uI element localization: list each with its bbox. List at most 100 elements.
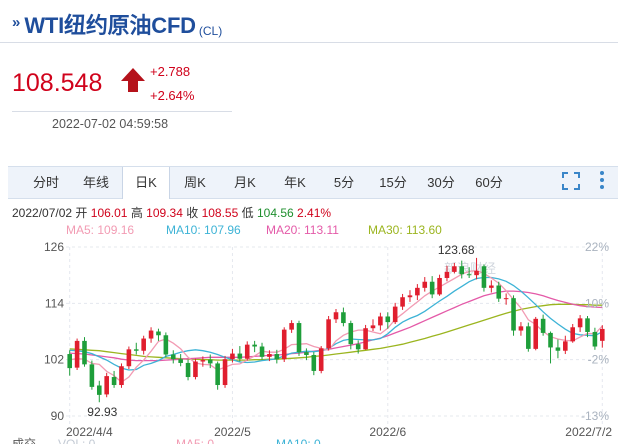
candle bbox=[259, 342, 265, 360]
candle-body bbox=[577, 318, 583, 328]
candle-body bbox=[570, 327, 576, 342]
ma20-line bbox=[69, 290, 603, 362]
candle bbox=[415, 284, 420, 301]
candle bbox=[67, 350, 72, 376]
y-tick-label: 114 bbox=[45, 296, 64, 310]
candle-body bbox=[540, 318, 546, 333]
min-price-annotation: 92.93 bbox=[87, 405, 117, 419]
kline-chart[interactable]: 新浪财经 126 22%114 10%102 -2%90 -13%2022/4/4 202… bbox=[0, 232, 618, 444]
tab-monthly-k[interactable]: 月K bbox=[234, 175, 256, 190]
candle-body bbox=[385, 316, 391, 323]
candle-body bbox=[230, 353, 235, 360]
candle bbox=[163, 332, 169, 357]
candle bbox=[422, 277, 428, 292]
candle bbox=[548, 331, 553, 364]
candle bbox=[222, 355, 228, 388]
candle bbox=[363, 324, 368, 350]
more-vertical-icon[interactable] bbox=[598, 170, 606, 190]
candle bbox=[170, 350, 176, 364]
candle bbox=[518, 322, 524, 336]
tab-intraday[interactable]: 分时 bbox=[32, 175, 59, 190]
candle bbox=[274, 349, 280, 364]
tab-daily-k[interactable]: 日K bbox=[122, 167, 170, 199]
fullscreen-icon[interactable] bbox=[562, 172, 580, 190]
candle bbox=[444, 265, 450, 282]
candle bbox=[533, 316, 539, 351]
quote-datetime: 2022-07-02 04:59:58 bbox=[52, 117, 169, 131]
candle-body bbox=[533, 318, 539, 349]
ma10-line bbox=[69, 276, 603, 371]
y-tick-label: 90 bbox=[51, 409, 65, 423]
candle-body bbox=[237, 353, 243, 359]
candle bbox=[244, 341, 250, 361]
ma10-legend: MA10: 107.96 bbox=[166, 223, 241, 237]
candle-body bbox=[126, 349, 132, 367]
candle-body bbox=[104, 376, 109, 395]
info-date: 2022/07/02 bbox=[12, 206, 73, 220]
tab-weekly-k[interactable]: 周K bbox=[184, 175, 206, 190]
high-label: 高 bbox=[130, 206, 143, 220]
candle bbox=[407, 290, 413, 302]
candle-body bbox=[193, 361, 198, 378]
tab-60min[interactable]: 60分 bbox=[475, 175, 503, 190]
candle bbox=[400, 293, 405, 310]
ma30-legend: MA30: 113.60 bbox=[368, 223, 442, 237]
candle-body bbox=[156, 331, 161, 336]
candle-body bbox=[74, 340, 80, 368]
candle bbox=[126, 346, 132, 370]
high-value: 109.34 bbox=[146, 206, 183, 220]
candle bbox=[355, 340, 361, 354]
candle-body bbox=[511, 298, 516, 331]
candle bbox=[141, 335, 146, 355]
candle bbox=[503, 293, 509, 305]
candle bbox=[481, 264, 487, 292]
y-tick-label: 126 bbox=[44, 240, 64, 254]
up-arrow-icon bbox=[121, 68, 145, 92]
candle bbox=[452, 262, 457, 274]
candle bbox=[585, 316, 590, 338]
volume-ma10-legend: MA10: 0 bbox=[276, 437, 321, 444]
candle-body bbox=[296, 323, 302, 353]
candle bbox=[540, 314, 546, 336]
tab-yearly-k[interactable]: 年K bbox=[284, 175, 306, 190]
page-title: WTI纽约原油CFD bbox=[24, 13, 196, 38]
title-row: » WTI纽约原油CFD (CL) bbox=[12, 6, 222, 40]
candle-body bbox=[274, 354, 280, 360]
candle-body bbox=[170, 354, 176, 360]
candle bbox=[289, 320, 294, 333]
candle bbox=[392, 302, 398, 324]
candle-body bbox=[459, 266, 465, 275]
candle bbox=[511, 295, 516, 336]
candle-body bbox=[311, 354, 317, 371]
candle-body bbox=[96, 385, 102, 395]
candle bbox=[200, 356, 206, 367]
candle-body bbox=[378, 316, 383, 326]
candle bbox=[82, 337, 87, 367]
candle bbox=[111, 370, 117, 388]
tab-30min[interactable]: 30分 bbox=[427, 175, 455, 190]
candle-body bbox=[341, 312, 346, 324]
tab-yearline[interactable]: 年线 bbox=[82, 175, 109, 190]
y-percent-tick-label: 10% bbox=[585, 296, 609, 310]
candle bbox=[281, 327, 287, 363]
candle bbox=[96, 380, 102, 403]
price-divider bbox=[12, 111, 232, 112]
change-percent-value: 2.41% bbox=[297, 206, 332, 220]
open-value: 106.01 bbox=[90, 206, 128, 220]
candle bbox=[333, 308, 339, 324]
period-tabbar: 分时 年线 日K 周K 月K 年K 5分 15分 30分 60分 bbox=[8, 166, 618, 199]
price-change-percent: +2.64% bbox=[150, 88, 195, 103]
candle-body bbox=[563, 341, 568, 351]
price-change: +2.788 bbox=[150, 64, 191, 79]
candle-body bbox=[518, 326, 524, 331]
candle-body bbox=[555, 347, 561, 351]
tab-15min[interactable]: 15分 bbox=[379, 175, 407, 190]
candle-body bbox=[67, 354, 72, 369]
double-chevron-icon: » bbox=[12, 14, 21, 31]
candle-body bbox=[259, 346, 265, 357]
candle-body bbox=[496, 285, 502, 299]
ma5-legend: MA5: 109.16 bbox=[66, 223, 135, 237]
tab-5min[interactable]: 5分 bbox=[333, 175, 355, 190]
candle-body bbox=[600, 328, 605, 341]
candle-body bbox=[133, 349, 139, 351]
